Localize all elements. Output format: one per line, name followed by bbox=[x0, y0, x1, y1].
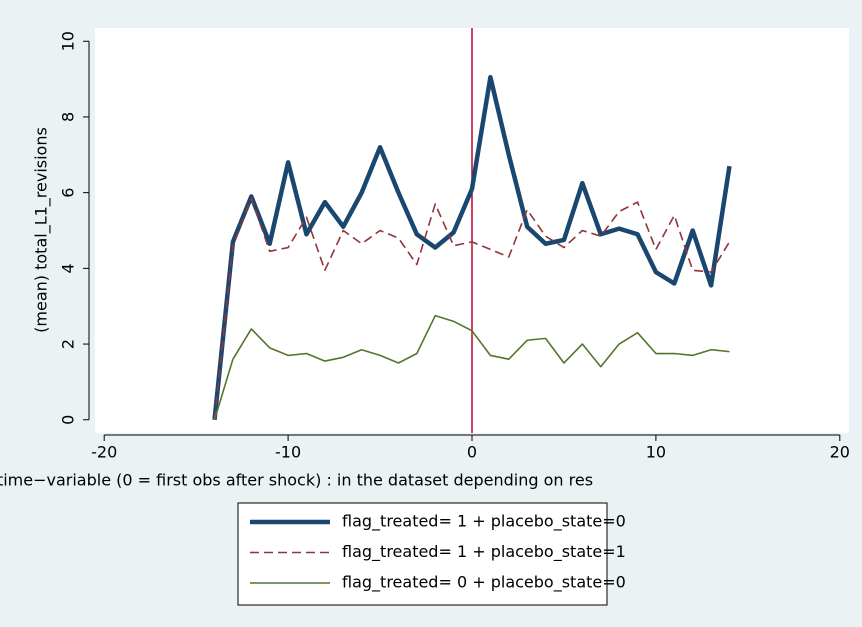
legend-label: flag_treated= 1 + placebo_state=1 bbox=[342, 542, 626, 562]
y-tick-label: 2 bbox=[59, 339, 78, 349]
y-tick-label: 0 bbox=[59, 415, 78, 425]
x-tick-label: 10 bbox=[646, 443, 666, 462]
x-tick-label: -20 bbox=[91, 443, 117, 462]
y-tick-label: 6 bbox=[59, 188, 78, 198]
x-axis-title: time−variable (0 = first obs after shock… bbox=[0, 471, 593, 490]
x-tick-label: 0 bbox=[467, 443, 477, 462]
legend-label: flag_treated= 1 + placebo_state=0 bbox=[342, 512, 626, 532]
series-line bbox=[212, 74, 732, 420]
x-tick-label: -10 bbox=[275, 443, 301, 462]
x-tick-label: 20 bbox=[830, 443, 850, 462]
legend-label: flag_treated= 0 + placebo_state=0 bbox=[342, 573, 626, 593]
y-tick-label: 10 bbox=[59, 31, 78, 51]
y-axis-title: (mean) total_L1_revisions bbox=[32, 127, 52, 333]
series-line bbox=[213, 197, 731, 420]
y-tick-label: 4 bbox=[59, 263, 78, 273]
series-line bbox=[213, 314, 730, 420]
y-tick-label: 8 bbox=[59, 112, 78, 122]
